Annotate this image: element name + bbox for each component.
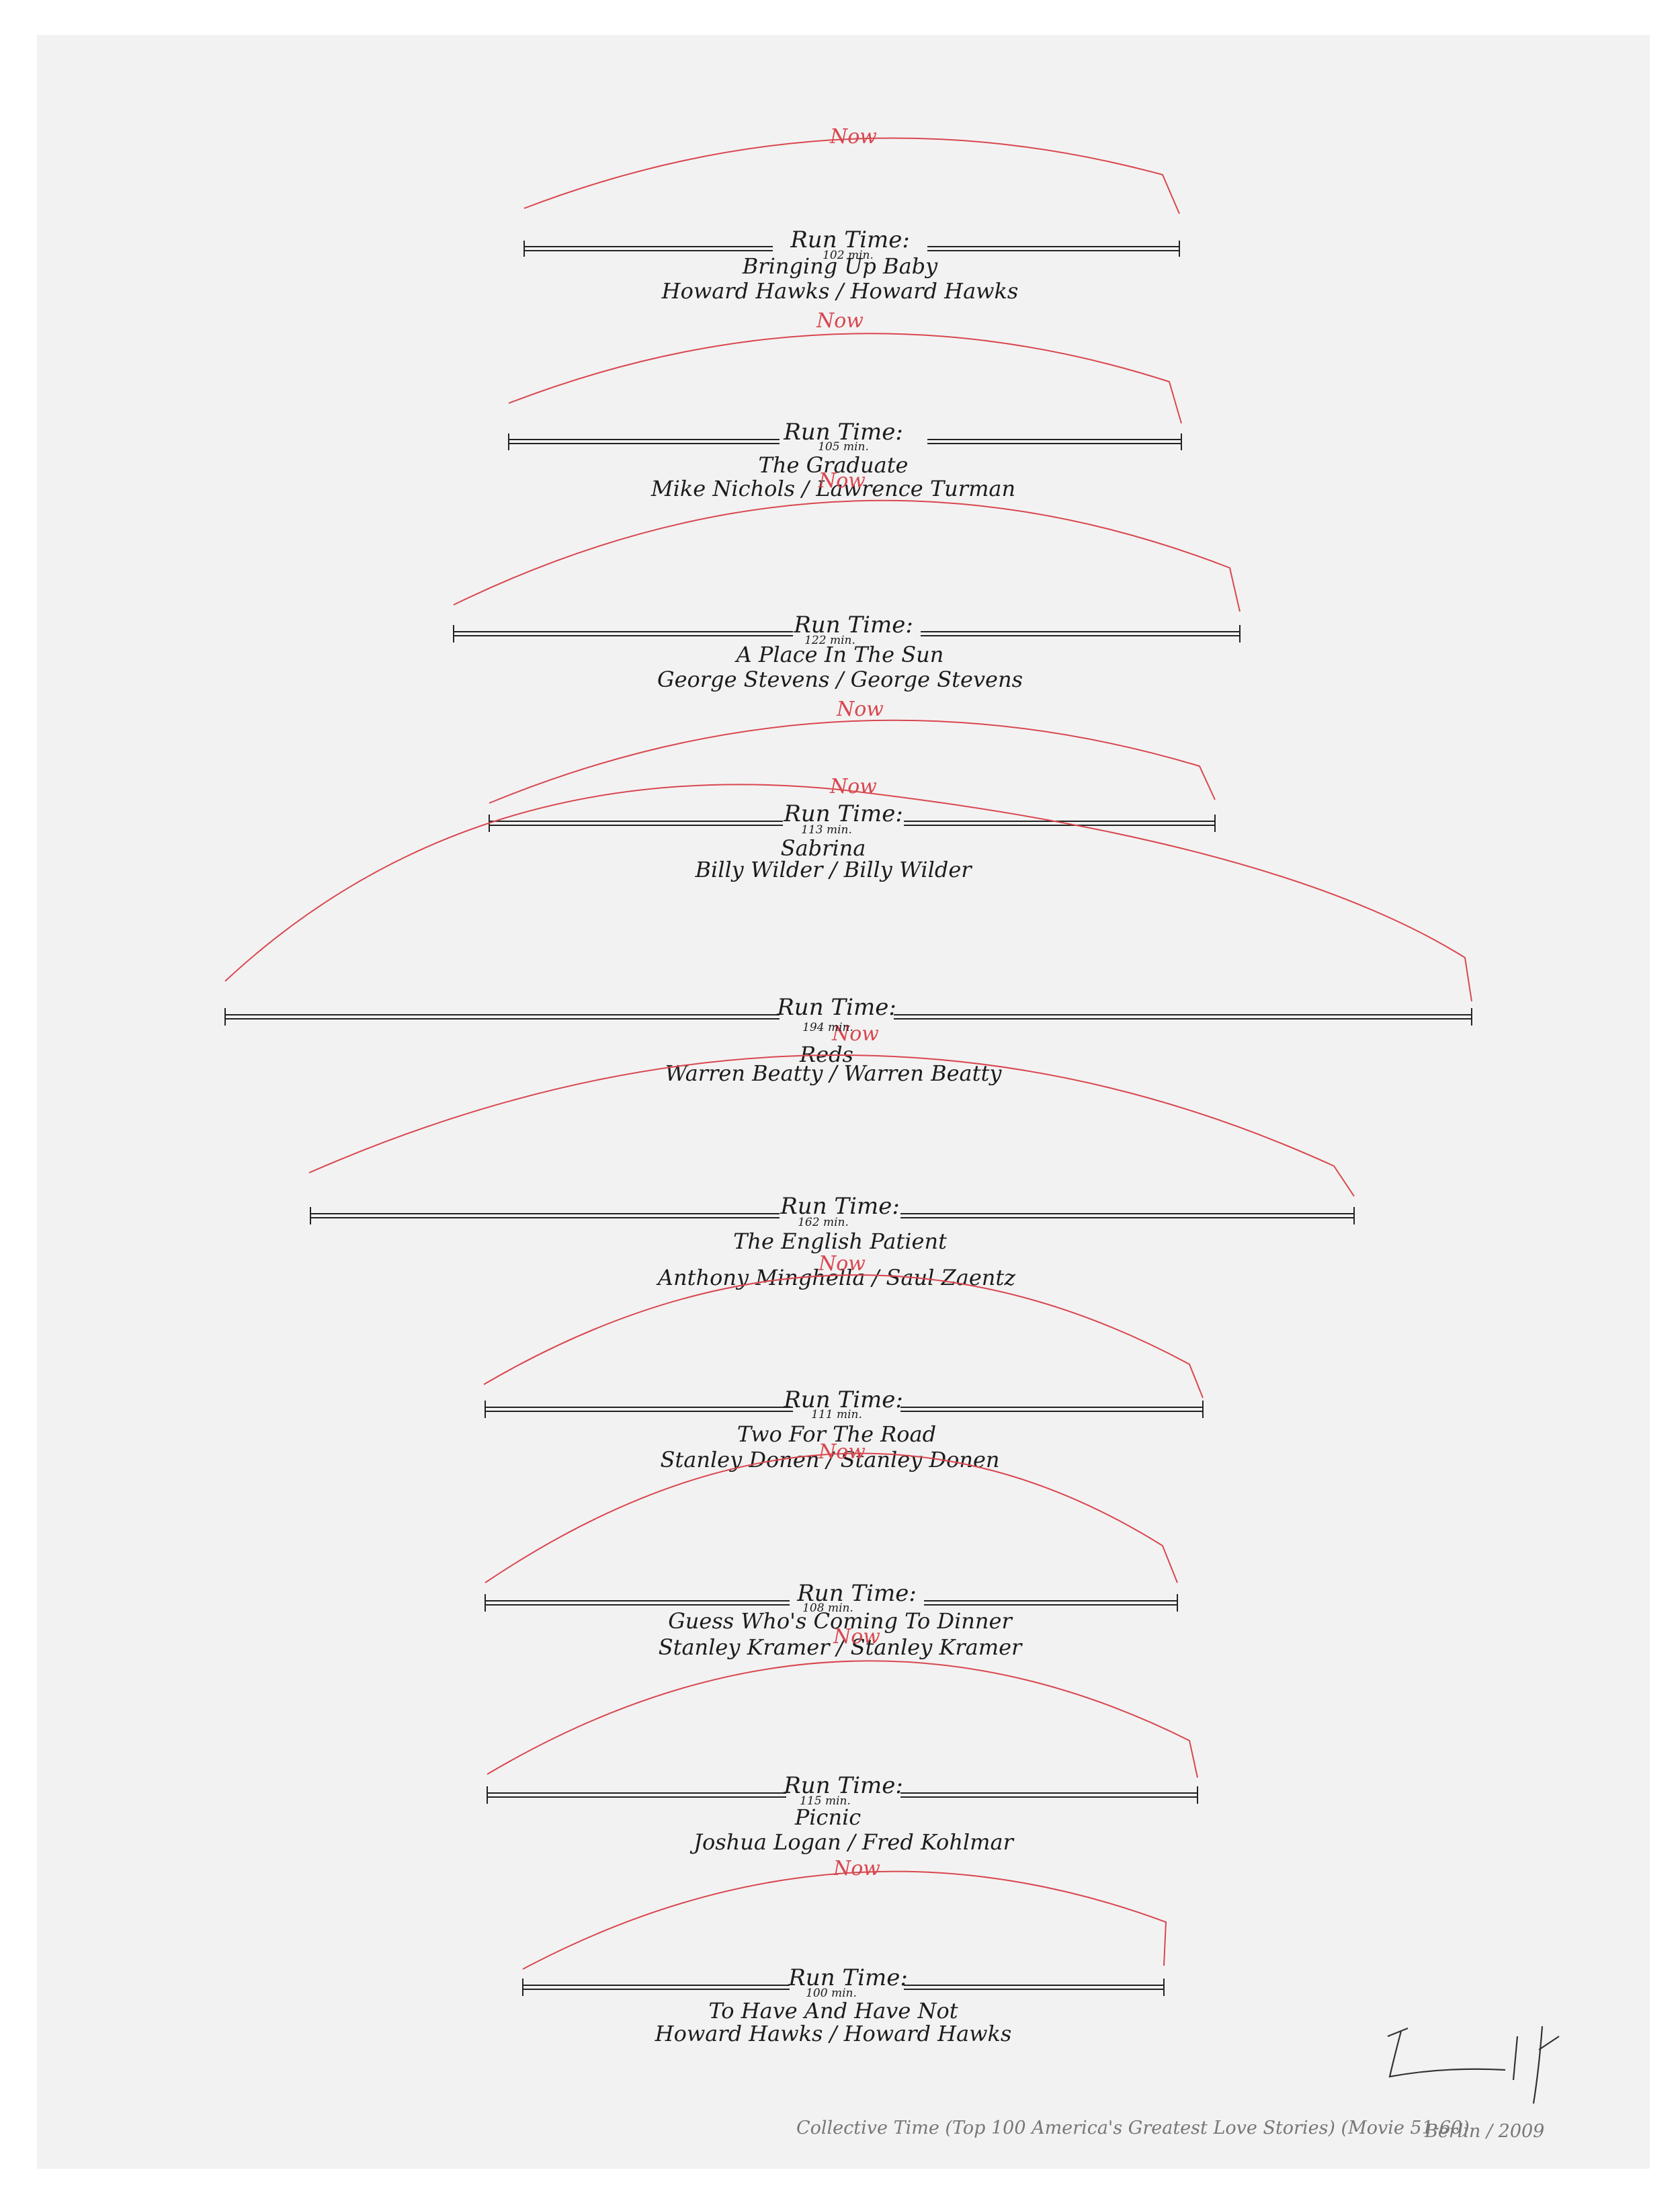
label-gap [790, 1589, 924, 1610]
label-gap [790, 1974, 904, 1994]
label-gap [793, 1396, 900, 1416]
film-title: Bringing Up Baby [742, 253, 938, 279]
film-entry: Now Run Time: 105 min. The Graduate Mike… [508, 309, 1182, 501]
now-label: Now [829, 125, 877, 149]
film-credits: Warren Beatty / Warren Beatty [665, 1060, 1003, 1086]
film-credits: Mike Nichols / Lawrence Turman [650, 476, 1015, 501]
now-label: Now [818, 1252, 866, 1276]
signature-date: Berlin / 2009 [1424, 2121, 1544, 2142]
film-title: Guess Who's Coming To Dinner [668, 1608, 1013, 1634]
label-gap [786, 1782, 900, 1802]
signature [1387, 2026, 1560, 2104]
now-arc [523, 137, 1180, 214]
minutes-label: 194 min. [802, 1021, 853, 1034]
minutes-label: 105 min. [818, 440, 869, 454]
minutes-label: 100 min. [806, 1987, 857, 2000]
now-arc [508, 333, 1182, 424]
film-credits: Anthony Minghella / Saul Zaentz [656, 1265, 1016, 1290]
film-entry: Now Run Time: 100 min. To Have And Have … [522, 1857, 1167, 2046]
film-title: The Graduate [759, 452, 909, 478]
now-label: Now [836, 698, 884, 721]
now-arc [485, 1452, 1178, 1583]
now-label: Now [831, 1022, 879, 1046]
film-entry: Run Time: 162 min. The English Patient A… [310, 1193, 1355, 1290]
minutes-label: 162 min. [798, 1216, 849, 1229]
film-entry: Now Run Time: 115 min. Picnic Joshua Log… [487, 1625, 1198, 1855]
now-arc [453, 499, 1241, 612]
film-credits: Howard Hawks / Howard Hawks [655, 2021, 1012, 2046]
film-credits: Howard Hawks / Howard Hawks [661, 278, 1019, 304]
film-entry: Now Run Time: 111 min. Two For The Road … [483, 1252, 1204, 1472]
minutes-label: 115 min. [800, 1794, 851, 1808]
run-time-label: Run Time: [790, 226, 910, 253]
now-label: Now [833, 1857, 880, 1880]
label-gap [780, 1003, 894, 1023]
now-arc [489, 719, 1216, 804]
film-entry: Now Run Time: Now 194 min. Reds Warren B… [224, 775, 1472, 1197]
label-gap [793, 620, 921, 640]
film-title: The English Patient [733, 1229, 947, 1254]
film-entry: Now Run Time: 122 min. A Place In The Su… [453, 469, 1241, 692]
film-credits: Stanley Kramer / Stanley Kramer [659, 1634, 1023, 1660]
minutes-label: 122 min. [804, 634, 855, 647]
run-time-label: Run Time: [780, 1193, 900, 1220]
now-label: Now [833, 1625, 880, 1649]
now-arc [224, 784, 1472, 1002]
now-arc [487, 1660, 1198, 1778]
arc-continuation [308, 1054, 1355, 1197]
run-time-label: Run Time: [783, 1386, 903, 1413]
now-label: Now [818, 469, 866, 493]
film-credits: Joshua Logan / Fred Kohlmar [689, 1829, 1014, 1855]
paper-sheet [37, 35, 1650, 2169]
film-entry: Now Run Time: 102 min. Bringing Up Baby … [523, 125, 1180, 304]
minutes-label: 113 min. [801, 823, 852, 837]
label-gap [783, 810, 904, 830]
film-title: A Place In The Sun [734, 642, 944, 667]
now-arc [522, 1870, 1167, 1970]
film-credits: Billy Wilder / Billy Wilder [694, 857, 972, 882]
now-label: Now [829, 775, 877, 798]
label-gap [780, 428, 927, 448]
minutes-label: 102 min. [823, 249, 874, 262]
label-gap [773, 235, 927, 255]
minutes-label: 111 min. [811, 1408, 862, 1421]
run-time-label: Run Time: [796, 1580, 917, 1607]
run-time-label: Run Time: [783, 1772, 903, 1799]
film-title: Sabrina [781, 835, 866, 861]
run-time-label: Run Time: [788, 1964, 908, 1991]
now-arc [483, 1274, 1204, 1399]
film-title: Picnic [794, 1804, 862, 1830]
run-time-label: Run Time: [776, 994, 896, 1021]
film-title: To Have And Have Not [708, 1998, 958, 2024]
run-time-label: Run Time: [783, 419, 903, 446]
artwork-caption: Collective Time (Top 100 America's Great… [796, 2118, 1470, 2138]
now-label: Now [816, 309, 864, 333]
now-label: Now [818, 1440, 866, 1464]
label-gap [780, 1202, 900, 1222]
run-time-label: Run Time: [783, 800, 903, 827]
film-credits: George Stevens / George Stevens [657, 667, 1023, 692]
film-title: Two For The Road [737, 1421, 936, 1447]
minutes-label: 108 min. [802, 1601, 853, 1615]
run-time-label: Run Time: [793, 612, 913, 638]
film-entry: Now Run Time: 113 min. Sabrina Billy Wil… [489, 698, 1216, 882]
film-entry: Now Run Time: 108 min. Guess Who's Comin… [485, 1440, 1178, 1660]
